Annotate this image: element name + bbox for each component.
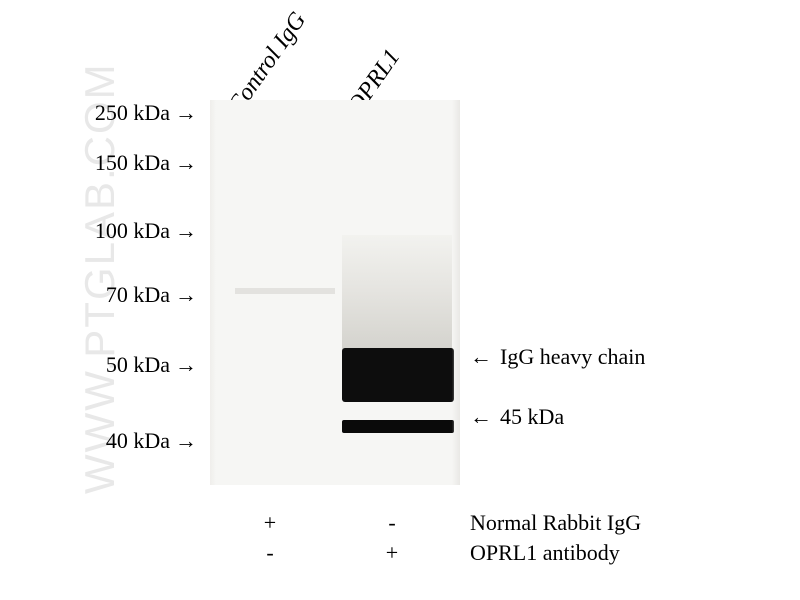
row1-lane1: +	[260, 510, 280, 536]
mw-40-arrow: →	[175, 428, 197, 454]
label-igg-heavy: IgG heavy chain	[500, 344, 645, 370]
band-45kda	[342, 420, 454, 433]
smear-oprl1	[342, 235, 452, 365]
edge-shadow-left	[210, 100, 216, 485]
blot-figure: WWW.PTGLAB.COM 250 kDa → 150 kDa → 100 k…	[0, 0, 800, 600]
mw-70: 70 kDa	[82, 282, 170, 308]
arrow-45kda: ←	[470, 404, 492, 430]
mw-250: 250 kDa	[70, 100, 170, 126]
edge-shadow	[452, 100, 460, 485]
mw-100-arrow: →	[175, 218, 197, 244]
mw-70-arrow: →	[175, 282, 197, 308]
row1-lane2: -	[382, 510, 402, 536]
row2-label: OPRL1 antibody	[470, 540, 620, 566]
row2-lane1: -	[260, 540, 280, 566]
row2-lane2: +	[382, 540, 402, 566]
mw-100: 100 kDa	[70, 218, 170, 244]
band-igg-heavy	[342, 348, 454, 402]
mw-50: 50 kDa	[82, 352, 170, 378]
mw-250-arrow: →	[175, 100, 197, 126]
arrow-igg-heavy: ←	[470, 344, 492, 370]
blot-membrane	[210, 100, 460, 485]
mw-40: 40 kDa	[82, 428, 170, 454]
mw-50-arrow: →	[175, 352, 197, 378]
row1-label: Normal Rabbit IgG	[470, 510, 641, 536]
mw-150: 150 kDa	[70, 150, 170, 176]
mw-150-arrow: →	[175, 150, 197, 176]
label-45kda: 45 kDa	[500, 404, 564, 430]
faint-band-70	[235, 288, 335, 294]
